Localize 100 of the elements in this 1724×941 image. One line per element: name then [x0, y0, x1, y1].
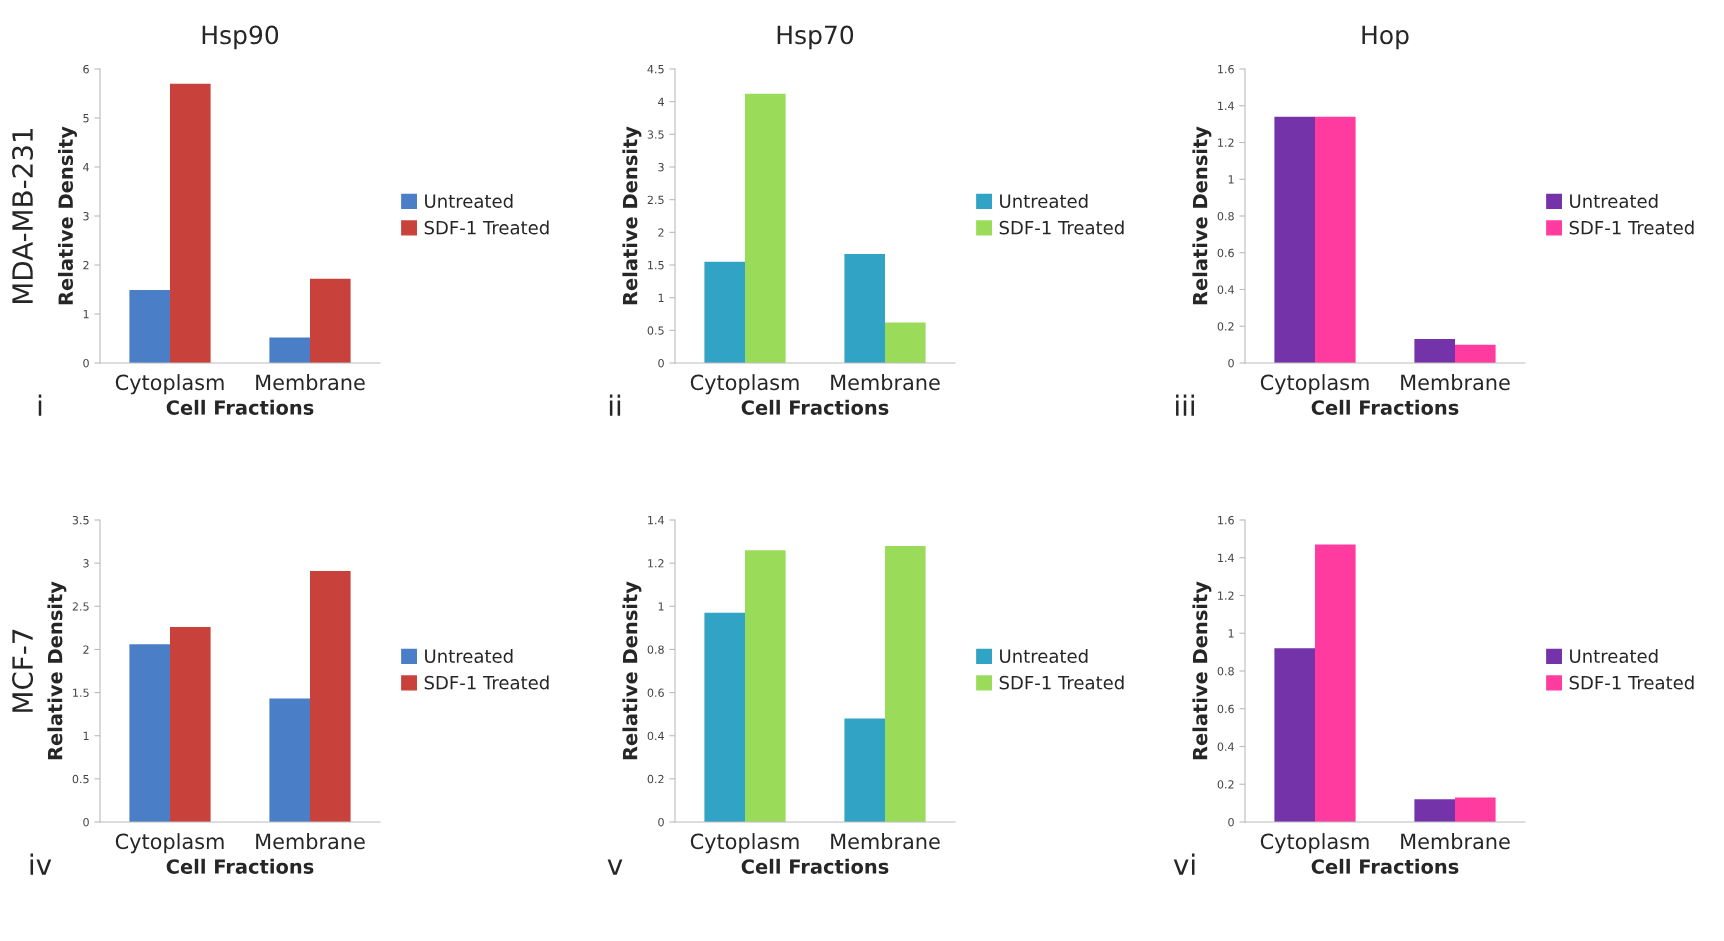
bar [885, 545, 926, 822]
legend-label: Untreated [1000, 194, 1088, 208]
y-axis-title: Relative Density [57, 126, 77, 305]
y-axis-title: Relative Density [622, 126, 642, 305]
bar [745, 93, 786, 363]
bar [1274, 116, 1315, 363]
y-tick-label: 0 [1228, 817, 1234, 827]
chart-title: Hop [1362, 25, 1409, 50]
y-tick-label: 2 [83, 260, 89, 270]
y-tick-label: 1 [658, 602, 664, 611]
y-tick-label: 1.5 [648, 261, 664, 270]
x-axis-title: Cell Fractions [166, 399, 314, 415]
x-tick-label: Cytoplasm [1260, 833, 1369, 854]
x-tick-label: Cytoplasm [1260, 374, 1369, 395]
x-tick-label: Membrane [256, 374, 365, 391]
bar [704, 612, 745, 822]
bar [1274, 648, 1315, 822]
bar [844, 253, 885, 363]
bar [310, 278, 351, 363]
y-tick-label: 1.2 [648, 559, 664, 568]
y-tick-label: 1.4 [648, 516, 664, 525]
text: iv [30, 853, 52, 875]
y-tick-label: 2 [658, 228, 664, 237]
y-tick-label: 6 [83, 64, 89, 74]
legend-label: Untreated [425, 649, 513, 663]
y-axis-title: Relative Density [1192, 581, 1212, 760]
y-tick-label: 0.2 [1217, 322, 1234, 331]
y-tick-label: 4 [658, 97, 664, 106]
bar [885, 322, 926, 363]
legend-label: Untreated [1570, 194, 1658, 208]
y-tick-label: 3 [83, 559, 89, 568]
x-tick-label: Cytoplasm [115, 833, 224, 854]
legend-label: SDF-1 Treated [999, 220, 1124, 235]
y-tick-label: 0.5 [647, 326, 664, 335]
y-tick-label: 0.2 [1217, 780, 1234, 789]
y-tick-label: 0.4 [1217, 285, 1234, 294]
bar [1315, 116, 1356, 363]
y-tick-label: 5 [83, 114, 89, 123]
x-tick-label: Cytoplasm [690, 374, 799, 395]
bar [1455, 344, 1496, 363]
x-tick-label: Membrane [831, 374, 940, 391]
x-tick-label: Membrane [1401, 833, 1510, 850]
y-tick-label: 1.6 [1218, 515, 1234, 525]
chart-title: Hsp90 [202, 25, 279, 50]
y-tick-label: 0.4 [1217, 742, 1234, 751]
bar [129, 644, 170, 822]
y-tick-label: 1 [1228, 629, 1234, 638]
legend-label: Untreated [425, 194, 513, 208]
bar [704, 261, 745, 363]
bar [170, 626, 211, 822]
y-tick-label: 0.8 [647, 645, 664, 654]
x-axis-title: Cell Fractions [1311, 858, 1459, 874]
y-axis-title: Relative Density [622, 581, 642, 760]
text: v [607, 859, 623, 875]
bar [269, 698, 310, 822]
x-axis-title: Cell Fractions [741, 858, 889, 874]
y-tick-label: 1.4 [1218, 101, 1234, 110]
y-tick-label: 1 [1228, 175, 1234, 184]
y-tick-label: 3 [658, 162, 664, 172]
legend-label: SDF-1 Treated [1569, 220, 1694, 235]
y-tick-label: 0.6 [1217, 248, 1234, 258]
y-tick-label: 0.4 [647, 731, 664, 741]
y-tick-label: 3 [83, 211, 89, 221]
y-tick-label: 1 [658, 293, 664, 302]
text: i [38, 394, 42, 416]
y-tick-label: 4.5 [647, 65, 664, 74]
y-tick-label: 0 [658, 817, 664, 827]
y-tick-label: 1.5 [73, 688, 89, 697]
y-tick-label: 1 [83, 731, 89, 740]
bar [129, 289, 170, 363]
bar [844, 718, 885, 822]
x-tick-label: Cytoplasm [115, 374, 224, 395]
legend-label: Untreated [1000, 649, 1088, 663]
legend-label: SDF-1 Treated [1569, 675, 1694, 690]
y-tick-label: 2.5 [72, 602, 89, 611]
y-tick-label: 0.8 [1217, 211, 1234, 221]
y-tick-label: 3.5 [647, 130, 664, 139]
y-tick-label: 0.6 [647, 688, 664, 697]
y-tick-label: 2 [83, 645, 89, 654]
y-tick-label: 0 [83, 817, 89, 827]
y-tick-label: 1.4 [1218, 553, 1234, 562]
x-axis-title: Cell Fractions [741, 399, 889, 415]
y-tick-label: 3.5 [72, 515, 89, 525]
legend-label: SDF-1 Treated [424, 675, 549, 690]
bar [269, 337, 310, 363]
bar [310, 570, 351, 822]
y-tick-label: 0.5 [72, 774, 89, 784]
y-tick-label: 0.2 [647, 774, 664, 784]
y-tick-label: 0 [658, 358, 664, 368]
text: ii [609, 394, 621, 416]
legend-label: SDF-1 Treated [999, 675, 1124, 690]
text: MDA-MB-231 [12, 128, 34, 303]
text: MCF-7 [12, 629, 34, 712]
bar [1414, 799, 1455, 822]
legend-label: Untreated [1570, 649, 1658, 663]
bar [170, 83, 211, 363]
y-tick-label: 2.5 [647, 195, 664, 205]
y-axis-title: Relative Density [47, 581, 67, 760]
y-axis-title: Relative Density [1192, 126, 1212, 305]
y-tick-label: 1.6 [1218, 64, 1234, 74]
